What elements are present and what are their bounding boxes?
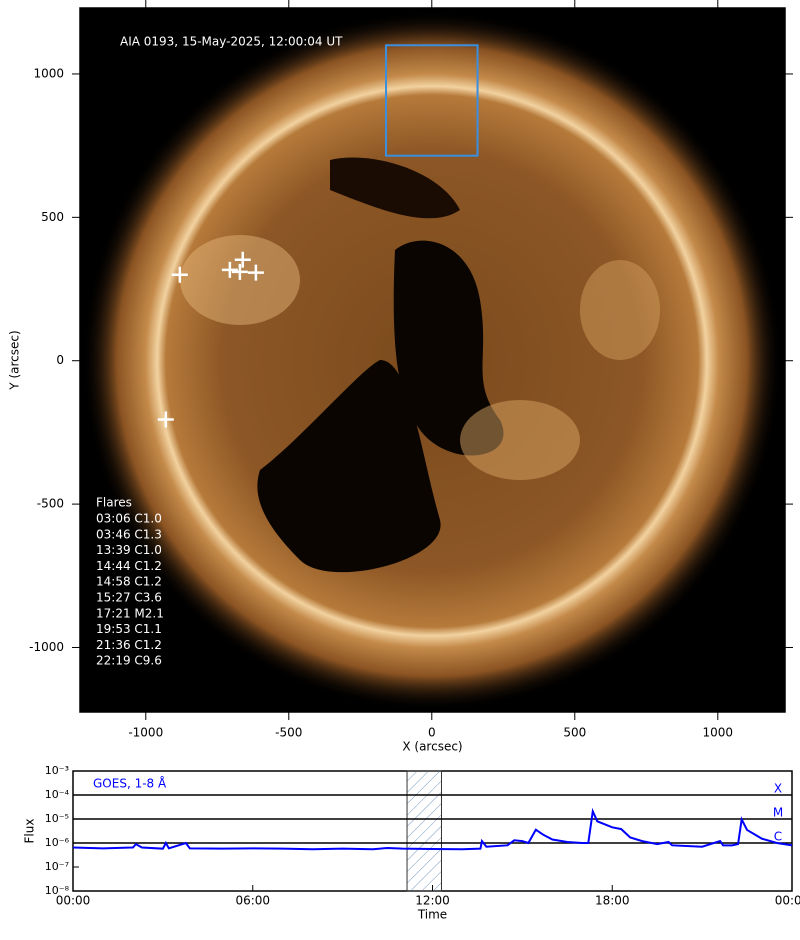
coronal-hole	[257, 360, 441, 573]
x-tick-label: 0	[428, 726, 436, 740]
flux-line	[72, 807, 793, 851]
x-tick-label: -500	[275, 726, 302, 740]
flare-marker	[221, 261, 238, 278]
flare-list-item: 19:53 C1.1	[96, 622, 162, 636]
y-tick-label: 10⁻⁸	[45, 884, 70, 897]
image-frame	[79, 7, 786, 713]
flare-marker	[234, 251, 251, 268]
flare-marker	[171, 266, 188, 283]
x-tick-label: 1000	[703, 726, 734, 740]
flare-list-item: 14:44 C1.2	[96, 559, 162, 573]
flare-list-item: 22:19 C9.6	[96, 654, 162, 668]
shaded-interval	[406, 770, 442, 892]
flare-list-item: 03:46 C1.3	[96, 527, 162, 541]
active-region	[180, 235, 300, 325]
active-region	[460, 400, 580, 480]
flare-list-item: 13:39 C1.0	[96, 543, 162, 557]
legend-entry: GOES, 1-8 Å	[93, 776, 167, 791]
y-tick-label: 10⁻⁵	[45, 812, 69, 825]
y-tick-label: 10⁻³	[45, 764, 69, 777]
x-tick-label: 500	[563, 726, 586, 740]
x-tick-label: 12:00	[415, 894, 450, 908]
y-tick-label: 0	[56, 353, 64, 367]
flare-marker	[231, 263, 248, 280]
x-tick-label: 18:00	[595, 894, 630, 908]
y-tick-label: -500	[37, 497, 64, 511]
active-region	[580, 260, 660, 360]
y-tick-label: 10⁻⁴	[45, 788, 70, 801]
flare-marker	[157, 411, 174, 428]
x-axis-label: Time	[417, 908, 447, 922]
flare-list-title: Flares	[96, 496, 132, 510]
coronal-hole	[393, 240, 504, 456]
flare-list-item: 17:21 M2.1	[96, 606, 164, 620]
flare-list-item: 14:58 C1.2	[96, 575, 162, 589]
x-tick-label: 00:00	[775, 894, 800, 908]
y-axis-label: Y (arcsec)	[8, 330, 22, 390]
region-box	[385, 44, 479, 157]
class-label: M	[773, 806, 783, 820]
y-tick-label: 500	[41, 210, 64, 224]
class-label: C	[774, 830, 782, 844]
y-tick-label: -1000	[29, 640, 64, 654]
flare-list-item: 15:27 C3.6	[96, 591, 162, 605]
annotation: AIA 0193, 15-May-2025, 12:00:04 UT	[120, 35, 343, 49]
y-tick-label: 1000	[33, 66, 64, 80]
x-tick-label: 00:00	[56, 894, 91, 908]
x-tick-label: -1000	[128, 726, 163, 740]
y-tick-label: 10⁻⁷	[45, 860, 69, 873]
flare-list-item: 21:36 C1.2	[96, 638, 162, 652]
flare-marker	[247, 264, 264, 281]
class-label: X	[774, 782, 782, 796]
x-axis-label: X (arcsec)	[402, 740, 462, 754]
y-tick-label: 10⁻⁶	[45, 836, 70, 849]
coronal-hole	[330, 157, 460, 219]
x-tick-label: 06:00	[235, 894, 270, 908]
flare-list-item: 03:06 C1.0	[96, 512, 162, 526]
y-axis-label: Flux	[23, 819, 37, 844]
